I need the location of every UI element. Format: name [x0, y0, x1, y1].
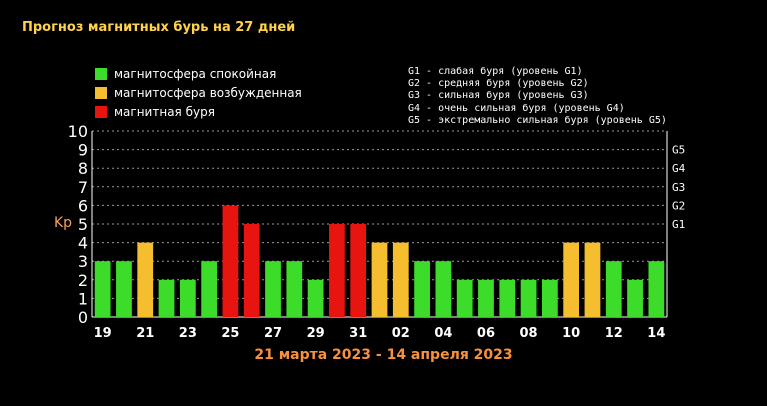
y-tick-label: 7 — [78, 178, 88, 197]
x-tick-label: 12 — [605, 326, 623, 341]
legend-label-calm: магнитосфера спокойная — [114, 67, 277, 81]
storm-level-g3: G3 - сильная буря (уровень G3) — [408, 90, 589, 102]
date-range-label: 21 марта 2023 - 14 апреля 2023 — [254, 347, 513, 363]
bar — [201, 261, 218, 317]
legend-swatch-excited — [95, 87, 107, 99]
bar — [137, 242, 154, 317]
legend-label-excited: магнитосфера возбужденная — [114, 86, 302, 100]
x-tick-label: 04 — [434, 326, 452, 341]
storm-level-g2: G2 - средняя буря (уровень G2) — [408, 78, 589, 90]
bar — [222, 205, 239, 317]
storm-level-tick-label: G2 — [672, 199, 685, 212]
x-tick-label: 31 — [349, 326, 367, 341]
bar — [435, 261, 452, 317]
y-tick-label: 5 — [78, 215, 88, 234]
storm-level-g1: G1 - слабая буря (уровень G1) — [408, 66, 583, 77]
bar — [456, 279, 473, 317]
bar — [329, 224, 345, 317]
x-tick-label: 29 — [307, 326, 325, 341]
storm-level-tick-label: G5 — [672, 144, 685, 157]
bar — [499, 279, 516, 317]
legend-item-storm: магнитная буря — [95, 104, 215, 120]
y-tick-label: 0 — [78, 308, 88, 327]
storm-level-g4: G4 - очень сильная буря (уровень G4) — [408, 102, 625, 114]
y-tick-label: 8 — [78, 159, 88, 178]
bar — [584, 242, 601, 317]
y-tick-label: 10 — [68, 122, 88, 141]
x-tick-label: 19 — [94, 326, 112, 341]
x-tick-label: 02 — [392, 326, 410, 341]
y-tick-label: 1 — [78, 289, 88, 308]
legend-swatch-storm — [95, 106, 107, 118]
bar — [478, 279, 494, 317]
x-tick-label: 06 — [477, 326, 495, 341]
bar — [116, 261, 132, 317]
bar — [605, 261, 622, 317]
bar — [286, 261, 303, 317]
legend-item-excited: магнитосфера возбужденная — [95, 85, 302, 101]
bar — [648, 261, 665, 317]
x-tick-label: 10 — [562, 326, 580, 341]
y-tick-label: 6 — [78, 196, 88, 215]
chart-title: Прогноз магнитных бурь на 27 дней — [22, 20, 296, 35]
bar — [243, 224, 260, 317]
y-tick-label: 9 — [78, 141, 88, 160]
bar — [392, 242, 409, 317]
y-tick-label: 4 — [78, 234, 88, 253]
bar — [520, 279, 537, 317]
bar — [94, 261, 111, 317]
bar — [414, 261, 430, 317]
bar — [307, 279, 324, 317]
legend-label-storm: магнитная буря — [114, 105, 215, 119]
legend-swatch-calm — [95, 68, 107, 80]
x-tick-label: 08 — [520, 326, 538, 341]
bar — [541, 279, 558, 317]
y-axis-label: Kp — [54, 215, 73, 231]
storm-level-tick-label: G1 — [672, 218, 685, 231]
y-tick-label: 3 — [78, 252, 88, 271]
x-tick-label: 23 — [179, 326, 197, 341]
x-tick-label: 25 — [221, 326, 239, 341]
storm-level-g5: G5 - экстремально сильная буря (уровень … — [408, 114, 667, 126]
storm-level-tick-label: G3 — [672, 181, 685, 194]
legend-item-calm: магнитосфера спокойная — [95, 66, 276, 82]
storm-level-legend: G1 - слабая буря (уровень G1) G2 - средн… — [408, 66, 667, 127]
y-tick-label: 2 — [78, 271, 88, 290]
bar — [265, 261, 281, 317]
x-tick-label: 14 — [647, 326, 665, 341]
x-tick-label: 21 — [136, 326, 154, 341]
x-tick-label: 27 — [264, 326, 282, 341]
bar — [350, 224, 367, 317]
bar — [179, 279, 196, 317]
storm-level-tick-label: G4 — [672, 162, 686, 175]
bar — [371, 242, 388, 317]
bar — [563, 242, 580, 317]
bar — [627, 279, 643, 317]
bar — [158, 279, 175, 317]
